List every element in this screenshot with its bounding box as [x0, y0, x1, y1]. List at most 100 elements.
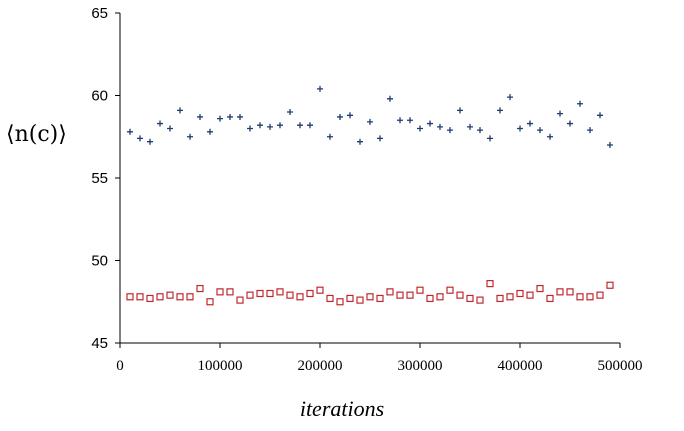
data-point-square: [136, 293, 144, 301]
data-point-plus: [297, 122, 303, 129]
x-axis-label: iterations: [299, 396, 385, 421]
data-point-square: [216, 288, 224, 296]
data-point-plus: [577, 100, 583, 107]
data-point-square: [206, 298, 214, 306]
data-point-plus: [417, 125, 423, 132]
data-point-square: [226, 288, 234, 296]
x-tick-label: 300000: [398, 358, 443, 374]
data-point-plus: [337, 113, 343, 120]
data-point-square: [356, 296, 364, 304]
data-point-plus: [177, 107, 183, 114]
data-point-plus: [227, 113, 233, 120]
data-point-square: [516, 289, 524, 298]
data-point-square: [396, 291, 404, 299]
data-point-square: [176, 293, 184, 301]
data-point-square: [156, 293, 164, 301]
data-point-square: [336, 298, 344, 306]
axes: [115, 12, 621, 348]
data-point-square: [196, 284, 204, 293]
data-point-plus: [557, 110, 563, 117]
data-point-plus: [477, 127, 483, 134]
data-point-plus: [487, 135, 493, 142]
data-point-plus: [597, 112, 603, 119]
data-point-square: [256, 289, 264, 298]
series-square-markers: [126, 280, 614, 306]
data-point-square: [546, 294, 554, 303]
data-point-square: [146, 294, 154, 303]
x-tick-labels: 0 100000 200000 300000 400000 500000: [116, 358, 642, 374]
x-tick-label: 100000: [198, 358, 243, 374]
data-point-plus: [467, 123, 473, 130]
data-point-plus: [427, 120, 433, 127]
data-point-square: [246, 291, 254, 299]
data-point-plus: [187, 133, 193, 140]
data-point-square: [236, 296, 244, 304]
data-point-plus: [357, 138, 363, 145]
data-point-plus: [237, 113, 243, 120]
data-point-square: [436, 293, 444, 301]
data-point-square: [496, 294, 504, 303]
data-point-square: [166, 291, 174, 299]
y-axis-label: ⟨n(c)⟩: [6, 122, 67, 147]
data-point-plus: [397, 117, 403, 124]
data-point-plus: [547, 133, 553, 140]
y-tick-label: 60: [91, 88, 108, 105]
data-point-square: [266, 289, 274, 298]
data-point-square: [556, 288, 564, 296]
data-point-plus: [257, 122, 263, 129]
data-point-plus: [307, 122, 313, 129]
data-point-plus: [567, 120, 573, 127]
data-point-square: [316, 286, 324, 294]
data-point-plus: [347, 112, 353, 119]
data-point-square: [476, 296, 484, 304]
data-point-plus: [287, 109, 293, 115]
y-tick-label: 45: [91, 335, 108, 352]
data-marks: [126, 85, 614, 306]
data-point-plus: [207, 128, 213, 135]
data-point-square: [376, 294, 384, 303]
data-point-square: [446, 286, 454, 294]
data-point-square: [456, 291, 464, 299]
data-point-square: [286, 291, 294, 299]
data-point-plus: [437, 123, 443, 130]
data-point-square: [386, 288, 394, 296]
data-point-square: [576, 293, 584, 301]
y-tick-label: 65: [91, 5, 108, 22]
data-point-plus: [267, 123, 273, 130]
data-point-plus: [197, 113, 203, 120]
data-point-square: [426, 294, 434, 303]
x-tick-label: 0: [116, 358, 124, 374]
data-point-plus: [367, 118, 373, 125]
data-point-square: [486, 280, 494, 288]
data-point-plus: [317, 85, 323, 92]
data-point-plus: [137, 135, 143, 142]
data-point-square: [596, 291, 604, 299]
data-point-plus: [527, 120, 533, 127]
x-tick-label: 400000: [498, 358, 543, 374]
data-point-plus: [587, 127, 593, 134]
data-point-plus: [537, 127, 543, 134]
data-point-square: [306, 289, 314, 298]
data-point-square: [466, 294, 474, 303]
data-point-square: [506, 293, 514, 301]
data-point-plus: [377, 135, 383, 142]
data-point-plus: [277, 122, 283, 129]
data-point-plus: [157, 120, 163, 127]
data-point-square: [526, 291, 534, 299]
data-point-square: [126, 293, 134, 301]
data-point-square: [586, 293, 594, 301]
data-point-square: [346, 294, 354, 303]
data-point-square: [416, 286, 424, 294]
data-point-plus: [147, 138, 153, 145]
data-point-square: [296, 293, 304, 301]
x-tick-label: 200000: [298, 358, 343, 374]
data-point-plus: [327, 133, 333, 140]
y-tick-label: 50: [91, 253, 108, 270]
data-point-plus: [517, 125, 523, 132]
y-tick-label: 55: [91, 170, 108, 187]
data-point-plus: [167, 125, 173, 132]
x-tick-label: 500000: [598, 358, 643, 374]
data-point-plus: [127, 128, 133, 135]
data-point-plus: [457, 107, 463, 114]
